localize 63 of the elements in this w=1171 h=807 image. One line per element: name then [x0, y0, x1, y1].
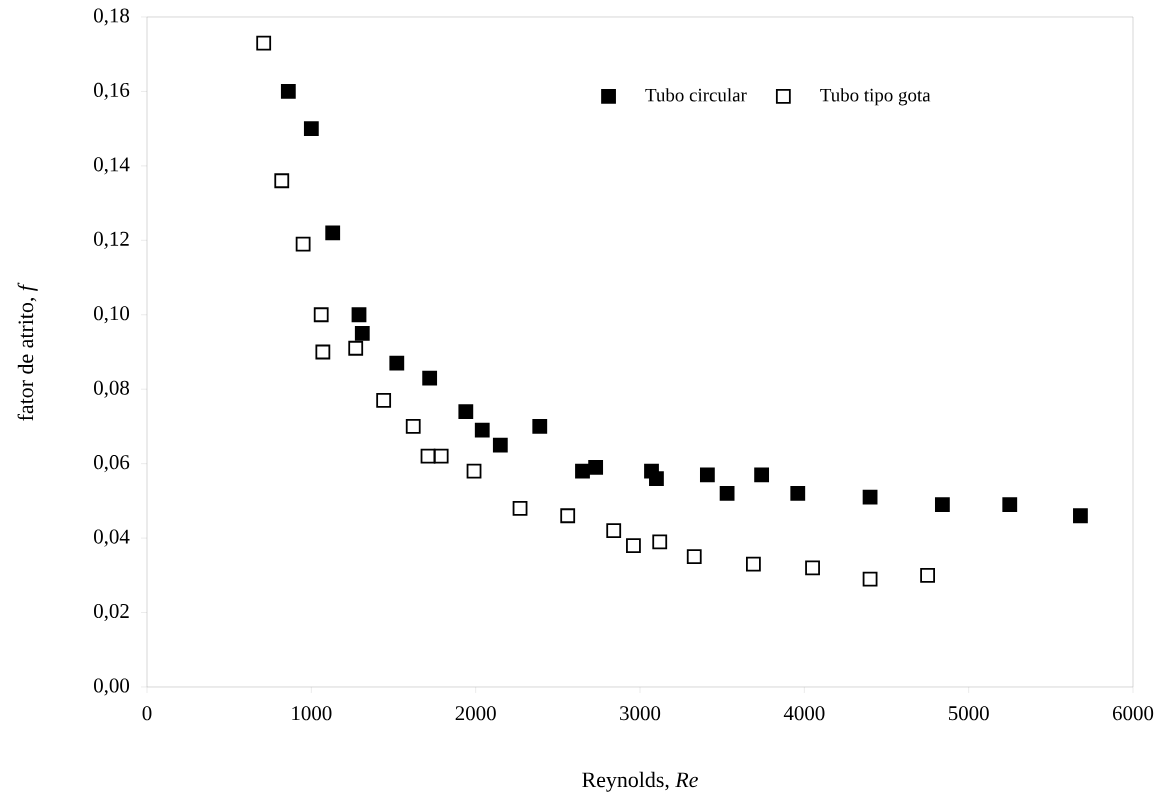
point — [719, 486, 735, 501]
point — [532, 419, 548, 434]
x-tick-label: 4000 — [783, 706, 825, 721]
point — [649, 471, 664, 486]
point — [325, 225, 341, 241]
x-tick-label: 0 — [142, 706, 152, 721]
y-tick-label: 0,12 — [94, 231, 129, 249]
point — [652, 534, 668, 550]
y-tick-label: 0,00 — [94, 678, 130, 696]
point — [934, 497, 950, 512]
point — [862, 571, 878, 587]
x-tick-label: 3000 — [620, 706, 661, 721]
point — [280, 84, 296, 99]
x-tick-label: 5000 — [948, 706, 989, 721]
y-tick-label: 0,08 — [94, 380, 130, 398]
point — [466, 463, 482, 479]
y-tick-label: 0,10 — [94, 306, 130, 324]
y-tick-label: 0,16 — [94, 82, 130, 100]
point — [606, 523, 622, 539]
point — [348, 340, 364, 356]
point — [313, 307, 329, 323]
point — [274, 173, 290, 189]
x-tick-label: 2000 — [455, 706, 496, 721]
point — [754, 467, 770, 483]
y-tick-label: 0,14 — [94, 157, 130, 175]
point — [805, 560, 820, 576]
point — [920, 567, 935, 583]
y-tick-label: 0,04 — [94, 529, 130, 547]
point — [354, 325, 370, 341]
y-axis-title: fator de atrito, f — [17, 282, 38, 421]
point — [433, 448, 449, 464]
x-tick-label: 6000 — [1113, 706, 1154, 721]
point — [303, 121, 319, 137]
point — [588, 459, 604, 475]
y-tick-label: 0,18 — [94, 8, 130, 26]
point — [420, 448, 436, 464]
point — [458, 404, 474, 419]
point — [790, 486, 806, 501]
point — [315, 344, 331, 360]
point — [512, 500, 528, 516]
point — [626, 538, 641, 553]
point — [862, 489, 878, 505]
point — [699, 467, 715, 483]
point — [422, 370, 438, 386]
legend-label: Tubo circular — [645, 88, 747, 102]
point — [1073, 508, 1088, 524]
point — [492, 437, 508, 453]
y-tick-label: 0,02 — [94, 603, 129, 622]
x-tick-label: 1000 — [292, 706, 332, 721]
point — [560, 508, 576, 524]
point — [1002, 497, 1018, 512]
x-axis-title: Reynolds, Re — [582, 771, 698, 792]
point — [474, 422, 490, 438]
point — [405, 419, 421, 434]
y-tick-label: 0,06 — [94, 455, 130, 473]
point — [746, 556, 761, 572]
point — [351, 307, 367, 323]
point — [686, 549, 702, 565]
point — [389, 355, 405, 371]
point — [256, 35, 272, 51]
point — [376, 392, 392, 408]
point — [295, 236, 311, 252]
legend-label: Tubo tipo gota — [820, 88, 931, 106]
